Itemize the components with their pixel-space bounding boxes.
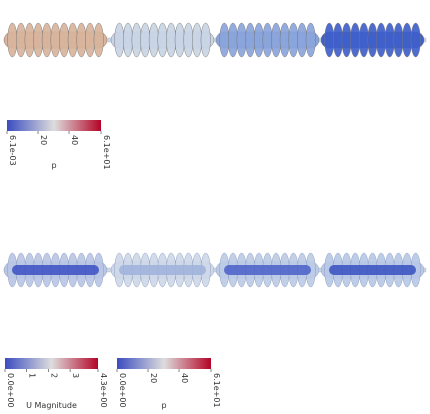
- tube-rib: [140, 23, 150, 57]
- tube-rib: [254, 23, 264, 57]
- tube-rib: [59, 23, 69, 57]
- colorbar: [7, 120, 101, 131]
- tube-rib: [16, 23, 26, 57]
- flow-core: [329, 265, 416, 275]
- tube-rib: [411, 23, 421, 57]
- tube-rib: [359, 23, 369, 57]
- colorbar-label: 0.0e+00: [118, 373, 127, 408]
- tube-rib: [385, 23, 395, 57]
- tube-rib: [280, 23, 290, 57]
- tube-rib: [42, 23, 52, 57]
- tube-rib: [394, 23, 404, 57]
- colorbar-label: 20: [149, 373, 158, 383]
- colorbar-label: 1: [27, 373, 36, 378]
- tube-rib: [85, 23, 95, 57]
- colorbar-label: 40: [70, 135, 79, 145]
- colorbar-title: p: [51, 161, 56, 170]
- tube-rib: [350, 23, 360, 57]
- tube-rib: [166, 23, 176, 57]
- colorbar: [5, 358, 98, 369]
- tube-rib: [33, 23, 43, 57]
- colorbar-label: 20: [39, 135, 48, 145]
- tube-rib: [184, 23, 194, 57]
- tube-rib: [245, 23, 255, 57]
- tube-rib: [158, 23, 168, 57]
- colorbar-title: p: [161, 401, 166, 410]
- tube-rib: [342, 23, 352, 57]
- colorbar-label: 2: [50, 373, 59, 378]
- tube-rib: [402, 23, 412, 57]
- tube-rib: [271, 23, 281, 57]
- flow-core: [119, 265, 206, 275]
- colorbar-label: 3: [71, 373, 80, 378]
- tube-rib: [220, 23, 230, 57]
- tube-rib: [68, 23, 78, 57]
- tube-rib: [297, 23, 307, 57]
- colorbar-label: 6.1e+01: [102, 135, 111, 170]
- tube-rib: [77, 23, 87, 57]
- colorbar-label: 40: [180, 373, 189, 383]
- tube-rib: [306, 23, 316, 57]
- flow-core: [12, 265, 99, 275]
- tube-rib: [237, 23, 247, 57]
- tube-rib: [333, 23, 343, 57]
- tube-rib: [175, 23, 185, 57]
- tube-rib: [8, 23, 18, 57]
- tube-rib: [51, 23, 61, 57]
- colorbar-label: 0.0e+00: [6, 373, 15, 408]
- tube-rib: [201, 23, 211, 57]
- tube-rib: [192, 23, 202, 57]
- tube-rib: [228, 23, 238, 57]
- tube-rib: [149, 23, 159, 57]
- colorbar-title: U Magnitude: [26, 401, 77, 410]
- tube-rib: [115, 23, 125, 57]
- tube-rib: [94, 23, 104, 57]
- tube-rib: [325, 23, 335, 57]
- tube-rib: [123, 23, 133, 57]
- colorbar-label: 6.1e-03: [8, 135, 17, 166]
- colorbar-label: 4.3e+00: [99, 373, 108, 408]
- tube-rib: [132, 23, 142, 57]
- tube-rib: [376, 23, 386, 57]
- colorbar: [117, 358, 211, 369]
- flow-core: [224, 265, 311, 275]
- tube-rib: [25, 23, 35, 57]
- scene: 6.1e-03 20 40 6.1e+01 p 0.0e+00 1 2 3 4.3e+00 U Ma…: [0, 0, 430, 414]
- tube-rib: [263, 23, 273, 57]
- tube-rib: [368, 23, 378, 57]
- colorbar-label: 6.1e+01: [212, 373, 221, 408]
- tube-rib: [289, 23, 299, 57]
